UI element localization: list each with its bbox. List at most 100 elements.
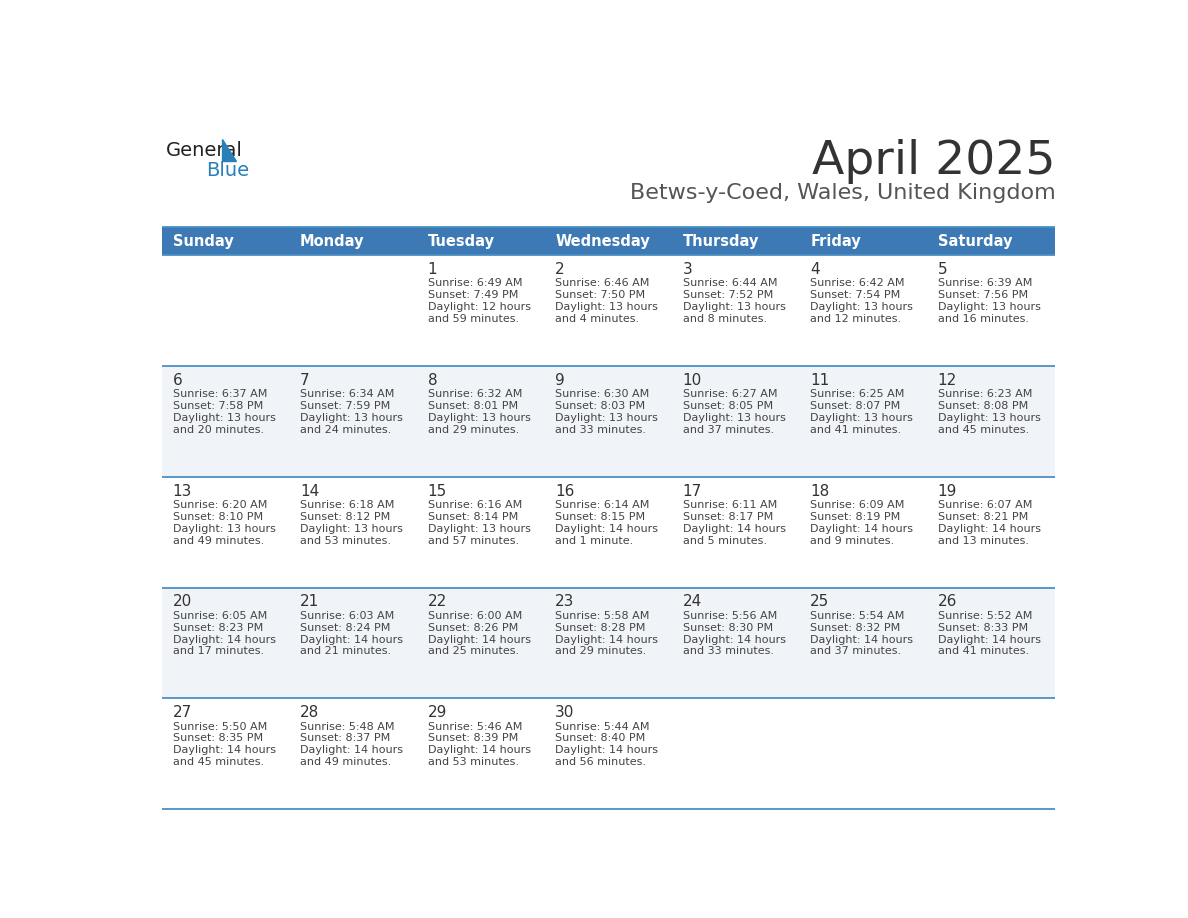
- Text: Daylight: 13 hours: Daylight: 13 hours: [555, 302, 658, 312]
- Text: and 45 minutes.: and 45 minutes.: [937, 425, 1029, 435]
- Text: Sunrise: 6:34 AM: Sunrise: 6:34 AM: [301, 389, 394, 399]
- Text: Sunset: 7:59 PM: Sunset: 7:59 PM: [301, 401, 391, 411]
- Text: 26: 26: [937, 595, 958, 610]
- Text: and 9 minutes.: and 9 minutes.: [810, 535, 895, 545]
- Text: and 49 minutes.: and 49 minutes.: [172, 535, 264, 545]
- Text: Wednesday: Wednesday: [555, 233, 650, 249]
- Text: and 8 minutes.: and 8 minutes.: [683, 314, 766, 324]
- Bar: [163, 699, 1055, 810]
- Text: Sunset: 8:10 PM: Sunset: 8:10 PM: [172, 511, 263, 521]
- Text: Sunset: 8:19 PM: Sunset: 8:19 PM: [810, 511, 901, 521]
- Text: Sunrise: 5:50 AM: Sunrise: 5:50 AM: [172, 722, 267, 732]
- Text: Daylight: 13 hours: Daylight: 13 hours: [301, 523, 403, 533]
- Text: Sunrise: 6:30 AM: Sunrise: 6:30 AM: [555, 389, 650, 399]
- Text: and 33 minutes.: and 33 minutes.: [555, 425, 646, 435]
- Text: Sunrise: 6:42 AM: Sunrise: 6:42 AM: [810, 278, 905, 288]
- Text: Sunset: 8:37 PM: Sunset: 8:37 PM: [301, 733, 391, 744]
- Text: and 57 minutes.: and 57 minutes.: [428, 535, 519, 545]
- Polygon shape: [222, 140, 236, 161]
- Text: Daylight: 14 hours: Daylight: 14 hours: [683, 523, 785, 533]
- Text: Sunrise: 6:05 AM: Sunrise: 6:05 AM: [172, 610, 267, 621]
- Bar: [290, 227, 417, 255]
- Text: and 21 minutes.: and 21 minutes.: [301, 646, 391, 656]
- Text: Sunrise: 6:03 AM: Sunrise: 6:03 AM: [301, 610, 394, 621]
- Bar: [163, 255, 1055, 365]
- Bar: [163, 365, 1055, 476]
- Text: Daylight: 13 hours: Daylight: 13 hours: [683, 413, 785, 423]
- Text: General: General: [166, 140, 244, 160]
- Text: and 17 minutes.: and 17 minutes.: [172, 646, 264, 656]
- Text: Sunrise: 6:00 AM: Sunrise: 6:00 AM: [428, 610, 522, 621]
- Text: 3: 3: [683, 262, 693, 277]
- Text: and 29 minutes.: and 29 minutes.: [428, 425, 519, 435]
- Bar: [417, 227, 545, 255]
- Text: Sunset: 7:52 PM: Sunset: 7:52 PM: [683, 290, 773, 300]
- Text: Daylight: 13 hours: Daylight: 13 hours: [937, 413, 1041, 423]
- Text: Sunset: 8:01 PM: Sunset: 8:01 PM: [428, 401, 518, 411]
- Text: Sunset: 7:54 PM: Sunset: 7:54 PM: [810, 290, 901, 300]
- Text: 9: 9: [555, 373, 565, 387]
- Text: 1: 1: [428, 262, 437, 277]
- Text: Daylight: 13 hours: Daylight: 13 hours: [172, 413, 276, 423]
- Text: Sunset: 8:30 PM: Sunset: 8:30 PM: [683, 622, 773, 633]
- Bar: [163, 227, 290, 255]
- Text: Sunset: 8:23 PM: Sunset: 8:23 PM: [172, 622, 263, 633]
- Text: 25: 25: [810, 595, 829, 610]
- Text: Blue: Blue: [207, 161, 249, 180]
- Text: Sunrise: 5:52 AM: Sunrise: 5:52 AM: [937, 610, 1032, 621]
- Text: Daylight: 14 hours: Daylight: 14 hours: [555, 634, 658, 644]
- Text: and 5 minutes.: and 5 minutes.: [683, 535, 766, 545]
- Bar: [163, 476, 1055, 588]
- Text: Daylight: 13 hours: Daylight: 13 hours: [555, 413, 658, 423]
- Text: Sunrise: 6:09 AM: Sunrise: 6:09 AM: [810, 499, 904, 509]
- Text: Daylight: 14 hours: Daylight: 14 hours: [428, 634, 531, 644]
- Text: Daylight: 14 hours: Daylight: 14 hours: [301, 745, 403, 756]
- Text: 13: 13: [172, 484, 192, 498]
- Text: and 16 minutes.: and 16 minutes.: [937, 314, 1029, 324]
- Text: and 41 minutes.: and 41 minutes.: [810, 425, 902, 435]
- Text: Sunset: 8:24 PM: Sunset: 8:24 PM: [301, 622, 391, 633]
- Text: Monday: Monday: [301, 233, 365, 249]
- Text: Sunset: 8:28 PM: Sunset: 8:28 PM: [555, 622, 645, 633]
- Text: Sunrise: 5:46 AM: Sunrise: 5:46 AM: [428, 722, 522, 732]
- Text: Sunrise: 5:48 AM: Sunrise: 5:48 AM: [301, 722, 394, 732]
- Text: Sunset: 8:03 PM: Sunset: 8:03 PM: [555, 401, 645, 411]
- Text: Daylight: 13 hours: Daylight: 13 hours: [301, 413, 403, 423]
- Text: 20: 20: [172, 595, 191, 610]
- Text: 30: 30: [555, 705, 575, 721]
- Text: Sunset: 8:21 PM: Sunset: 8:21 PM: [937, 511, 1028, 521]
- Text: Sunrise: 6:18 AM: Sunrise: 6:18 AM: [301, 499, 394, 509]
- Text: Saturday: Saturday: [937, 233, 1012, 249]
- Text: Sunset: 8:12 PM: Sunset: 8:12 PM: [301, 511, 391, 521]
- Text: 16: 16: [555, 484, 575, 498]
- Text: 2: 2: [555, 262, 564, 277]
- Text: 27: 27: [172, 705, 191, 721]
- Text: 8: 8: [428, 373, 437, 387]
- Text: Sunrise: 6:14 AM: Sunrise: 6:14 AM: [555, 499, 650, 509]
- Text: and 29 minutes.: and 29 minutes.: [555, 646, 646, 656]
- Text: Sunrise: 5:56 AM: Sunrise: 5:56 AM: [683, 610, 777, 621]
- Text: Sunset: 7:49 PM: Sunset: 7:49 PM: [428, 290, 518, 300]
- Text: 23: 23: [555, 595, 575, 610]
- Text: Sunrise: 6:32 AM: Sunrise: 6:32 AM: [428, 389, 522, 399]
- Text: Daylight: 12 hours: Daylight: 12 hours: [428, 302, 531, 312]
- Text: and 53 minutes.: and 53 minutes.: [428, 757, 519, 767]
- Text: and 1 minute.: and 1 minute.: [555, 535, 633, 545]
- Text: Sunrise: 6:07 AM: Sunrise: 6:07 AM: [937, 499, 1032, 509]
- Text: 7: 7: [301, 373, 310, 387]
- Text: 12: 12: [937, 373, 958, 387]
- Text: and 24 minutes.: and 24 minutes.: [301, 425, 391, 435]
- Text: Sunset: 8:08 PM: Sunset: 8:08 PM: [937, 401, 1028, 411]
- Text: Sunrise: 5:58 AM: Sunrise: 5:58 AM: [555, 610, 650, 621]
- Text: Daylight: 14 hours: Daylight: 14 hours: [555, 745, 658, 756]
- Text: 14: 14: [301, 484, 320, 498]
- Text: and 53 minutes.: and 53 minutes.: [301, 535, 391, 545]
- Text: Daylight: 13 hours: Daylight: 13 hours: [428, 413, 531, 423]
- Text: 10: 10: [683, 373, 702, 387]
- Text: Daylight: 14 hours: Daylight: 14 hours: [810, 523, 914, 533]
- Text: and 49 minutes.: and 49 minutes.: [301, 757, 391, 767]
- Bar: [672, 227, 801, 255]
- Text: Friday: Friday: [810, 233, 861, 249]
- Text: Daylight: 13 hours: Daylight: 13 hours: [428, 523, 531, 533]
- Text: and 41 minutes.: and 41 minutes.: [937, 646, 1029, 656]
